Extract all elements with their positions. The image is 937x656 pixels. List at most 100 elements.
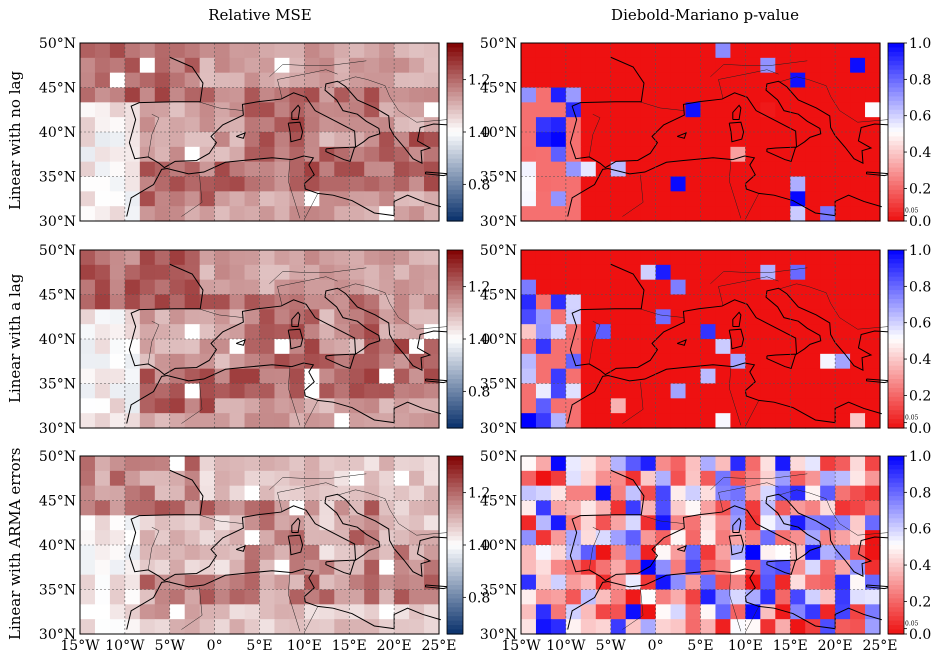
heatmap-cell <box>244 132 261 148</box>
colorbar-tick-label: 1.2 <box>468 486 490 502</box>
heatmap-cell <box>775 146 791 163</box>
heatmap-cell <box>379 176 395 192</box>
heatmap-cell <box>199 206 216 222</box>
heatmap-cell <box>865 176 881 192</box>
heatmap-cell <box>700 619 717 635</box>
heatmap-cell <box>655 470 672 487</box>
x-tick-label: 25°E <box>421 638 456 654</box>
colorbar-step <box>888 203 904 209</box>
heatmap-cell <box>80 191 96 207</box>
heatmap-cell <box>139 43 156 59</box>
heatmap-cell <box>229 383 246 399</box>
heatmap-cell <box>655 279 672 296</box>
heatmap-cell <box>154 87 171 103</box>
colorbar-step <box>888 69 904 75</box>
heatmap-cell <box>124 485 141 502</box>
colorbar-step <box>447 562 463 568</box>
heatmap-cell <box>580 398 597 414</box>
heatmap-cell <box>760 383 776 399</box>
country-border <box>269 473 367 491</box>
heatmap-cell <box>214 43 231 59</box>
heatmap-cell <box>424 383 440 399</box>
heatmap-cell <box>655 604 672 620</box>
heatmap-cell <box>334 368 350 385</box>
heatmap-cell <box>244 146 261 163</box>
country-border <box>778 489 889 536</box>
colorbar-step <box>888 419 904 425</box>
country-border <box>287 159 301 219</box>
coastline <box>287 534 304 556</box>
country-border <box>287 572 301 632</box>
country-border <box>198 308 244 318</box>
heatmap-cell <box>640 206 657 222</box>
heatmap-cell <box>259 191 276 207</box>
heatmap-cell <box>139 161 156 178</box>
heatmap-cell <box>244 485 261 502</box>
heatmap-cell <box>379 191 395 207</box>
heatmap-cell <box>835 309 851 325</box>
colorbar-tick-label: 0.6 <box>909 522 931 538</box>
heatmap-cell <box>109 102 126 118</box>
heatmap-cell <box>595 294 612 310</box>
heatmap-cell <box>154 206 171 222</box>
heatmap-cell <box>94 604 111 620</box>
heatmap-cell <box>790 191 806 207</box>
heatmap-cell <box>229 191 246 207</box>
colorbar-step <box>888 396 904 402</box>
heatmap-cell <box>640 279 657 296</box>
heatmap-cell <box>580 176 597 192</box>
heatmap-cell <box>715 470 732 487</box>
heatmap-cell <box>835 146 851 163</box>
heatmap-cell <box>124 279 141 296</box>
heatmap-cell <box>364 102 380 118</box>
heatmap-cell <box>535 294 552 310</box>
heatmap-cell <box>685 589 702 605</box>
heatmap-cell <box>289 619 305 635</box>
heatmap-cell <box>580 57 597 74</box>
heatmap-cell <box>394 515 410 531</box>
country-border <box>198 101 244 111</box>
heatmap-cell <box>80 456 96 472</box>
heatmap-cell <box>244 294 261 310</box>
heatmap-cell <box>229 470 246 487</box>
heatmap-cell <box>349 309 365 325</box>
colorbar-step <box>447 272 463 278</box>
colorbar-step <box>447 316 463 322</box>
colorbar-step <box>447 290 463 296</box>
heatmap-cell <box>259 559 276 576</box>
heatmap-cell <box>424 589 440 605</box>
heatmap-cell <box>685 353 702 370</box>
heatmap-cell <box>184 398 201 414</box>
heatmap-cell <box>199 530 216 546</box>
heatmap-cell <box>670 353 687 370</box>
heatmap-cell <box>109 545 126 561</box>
heatmap-cell <box>304 72 320 89</box>
heatmap-cell <box>535 250 552 266</box>
heatmap-cell <box>154 176 171 192</box>
heatmap-cell <box>289 604 305 620</box>
heatmap-cell <box>670 530 687 546</box>
heatmap-cell <box>154 619 171 635</box>
colorbar: 0.81.01.2 <box>446 249 490 429</box>
heatmap-cell <box>745 43 761 59</box>
heatmap-cell <box>379 339 395 355</box>
heatmap-cell <box>94 250 111 266</box>
heatmap-cell <box>124 43 141 59</box>
heatmap-cell <box>715 294 732 310</box>
heatmap-cell <box>805 470 821 487</box>
heatmap-cell <box>715 191 732 207</box>
heatmap-cell <box>730 413 746 429</box>
heatmap-cell <box>625 353 642 370</box>
heatmap-cell <box>124 353 141 370</box>
heatmap-cell <box>835 604 851 620</box>
heatmap-cell <box>379 206 395 222</box>
heatmap-cell <box>595 57 612 74</box>
heatmap-cell <box>244 413 261 429</box>
heatmap-cell <box>535 264 552 281</box>
heatmap-cell <box>775 353 791 370</box>
colorbar-step <box>888 321 904 327</box>
heatmap-cell <box>535 545 552 561</box>
colorbar-step <box>888 405 904 411</box>
heatmap-cell <box>199 500 216 516</box>
colorbar-step <box>888 149 904 155</box>
